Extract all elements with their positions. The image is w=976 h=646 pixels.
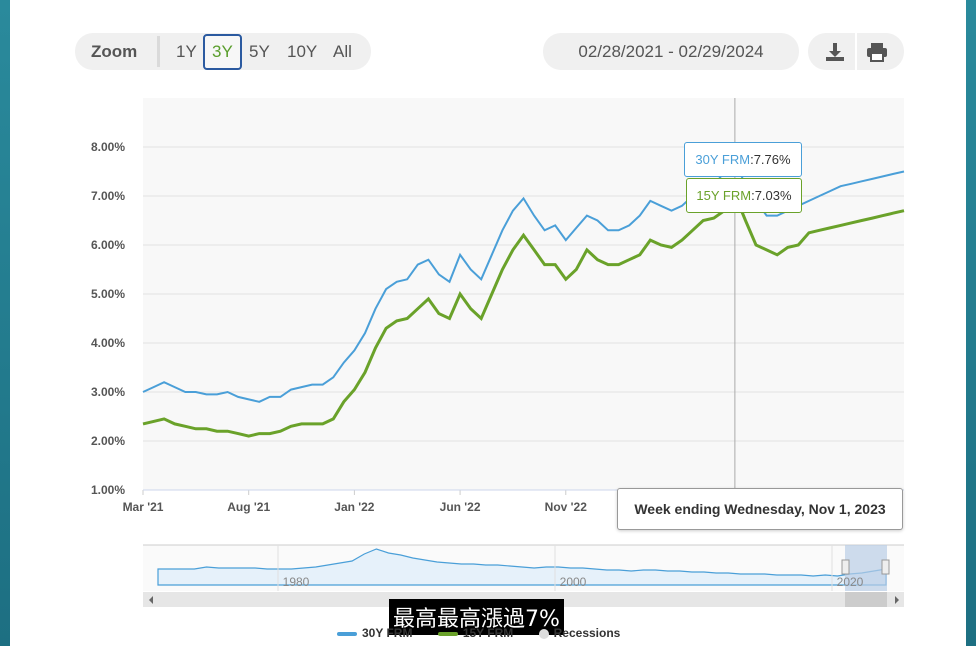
y-tick-label: 4.00% <box>91 336 125 350</box>
y-tick-label: 5.00% <box>91 287 125 301</box>
series-line-15y-frm <box>142 191 905 438</box>
x-tick-label: Mar '21 <box>123 500 164 514</box>
zoom-1y-button[interactable]: 1Y <box>176 42 197 61</box>
y-tick-label: 1.00% <box>91 483 125 497</box>
navigator-handle-left[interactable] <box>841 559 850 575</box>
y-tick-label: 3.00% <box>91 385 125 399</box>
legend-label-15y: 15Y FRM <box>462 626 514 640</box>
x-tick-label: Jun '22 <box>440 500 481 514</box>
chart-legend: 30Y FRM 15Y FRM Recessions <box>337 626 642 640</box>
legend-label-30y: 30Y FRM <box>362 626 413 640</box>
x-tick-label: Aug '21 <box>227 500 270 514</box>
tool-divider <box>855 33 857 70</box>
print-icon[interactable] <box>866 42 888 62</box>
legend-swatch-15y <box>437 631 458 636</box>
window-edge-right <box>966 0 976 646</box>
legend-swatch-recessions <box>538 628 549 639</box>
navigator-year-label: 2000 <box>560 575 587 589</box>
window-edge-left <box>0 0 10 646</box>
zoom-3y-button[interactable]: 3Y <box>203 34 242 70</box>
navigator-handle-right[interactable] <box>881 559 890 575</box>
y-tick-label: 2.00% <box>91 434 125 448</box>
x-tick-label: Jan '22 <box>334 500 375 514</box>
download-icon[interactable] <box>824 42 846 62</box>
tooltip-15y-label: 15Y FRM <box>696 188 752 203</box>
tooltip-date-header: Week ending Wednesday, Nov 1, 2023 <box>617 488 903 530</box>
scroll-right-arrow-icon[interactable] <box>895 596 899 604</box>
scroll-left-arrow-icon[interactable] <box>149 596 153 604</box>
y-tick-label: 6.00% <box>91 238 125 252</box>
navigator-year-label: 1980 <box>283 575 310 589</box>
legend-label-recessions: Recessions <box>553 626 621 640</box>
date-range-display[interactable]: 02/28/2021 - 02/29/2024 <box>543 33 799 70</box>
navigator-series <box>157 548 887 586</box>
scrollbar-thumb[interactable] <box>845 592 887 607</box>
zoom-10y-button[interactable]: 10Y <box>287 42 318 61</box>
chart-tools <box>808 33 904 70</box>
tooltip-15y-frm: 15Y FRM:7.03% <box>686 178 802 213</box>
navigator-background <box>143 545 904 591</box>
zoom-selector: Zoom 1Y 3Y 5Y 10Y All <box>75 33 371 70</box>
zoom-all-button[interactable]: All <box>333 42 352 61</box>
navigator-labels: 1980 2000 2020 <box>277 545 864 591</box>
legend-item-15y[interactable]: 15Y FRM <box>437 626 514 640</box>
legend-item-30y[interactable]: 30Y FRM <box>337 626 412 640</box>
x-tick-label: Nov '22 <box>545 500 588 514</box>
tooltip-15y-value: :7.03% <box>751 188 792 203</box>
tooltip-30y-frm: 30Y FRM:7.76% <box>684 142 802 177</box>
navigator-year-label: 2020 <box>837 575 864 589</box>
legend-item-recessions[interactable]: Recessions <box>538 626 621 640</box>
zoom-5y-button[interactable]: 5Y <box>249 42 270 61</box>
legend-swatch-30y <box>337 631 357 636</box>
tooltip-30y-label: 30Y FRM <box>695 152 751 167</box>
tooltip-30y-value: :7.76% <box>750 152 791 167</box>
y-tick-label: 7.00% <box>91 189 125 203</box>
zoom-divider <box>157 36 160 67</box>
zoom-label: Zoom <box>91 42 138 61</box>
navigator-window[interactable] <box>845 545 887 591</box>
video-subtitle: 最高最高漲過7% <box>389 599 564 635</box>
y-axis-labels: 1.00% 2.00% 3.00% 4.00% 5.00% 6.00% 7.00% 8.00% <box>91 140 125 497</box>
y-tick-label: 8.00% <box>91 140 125 154</box>
